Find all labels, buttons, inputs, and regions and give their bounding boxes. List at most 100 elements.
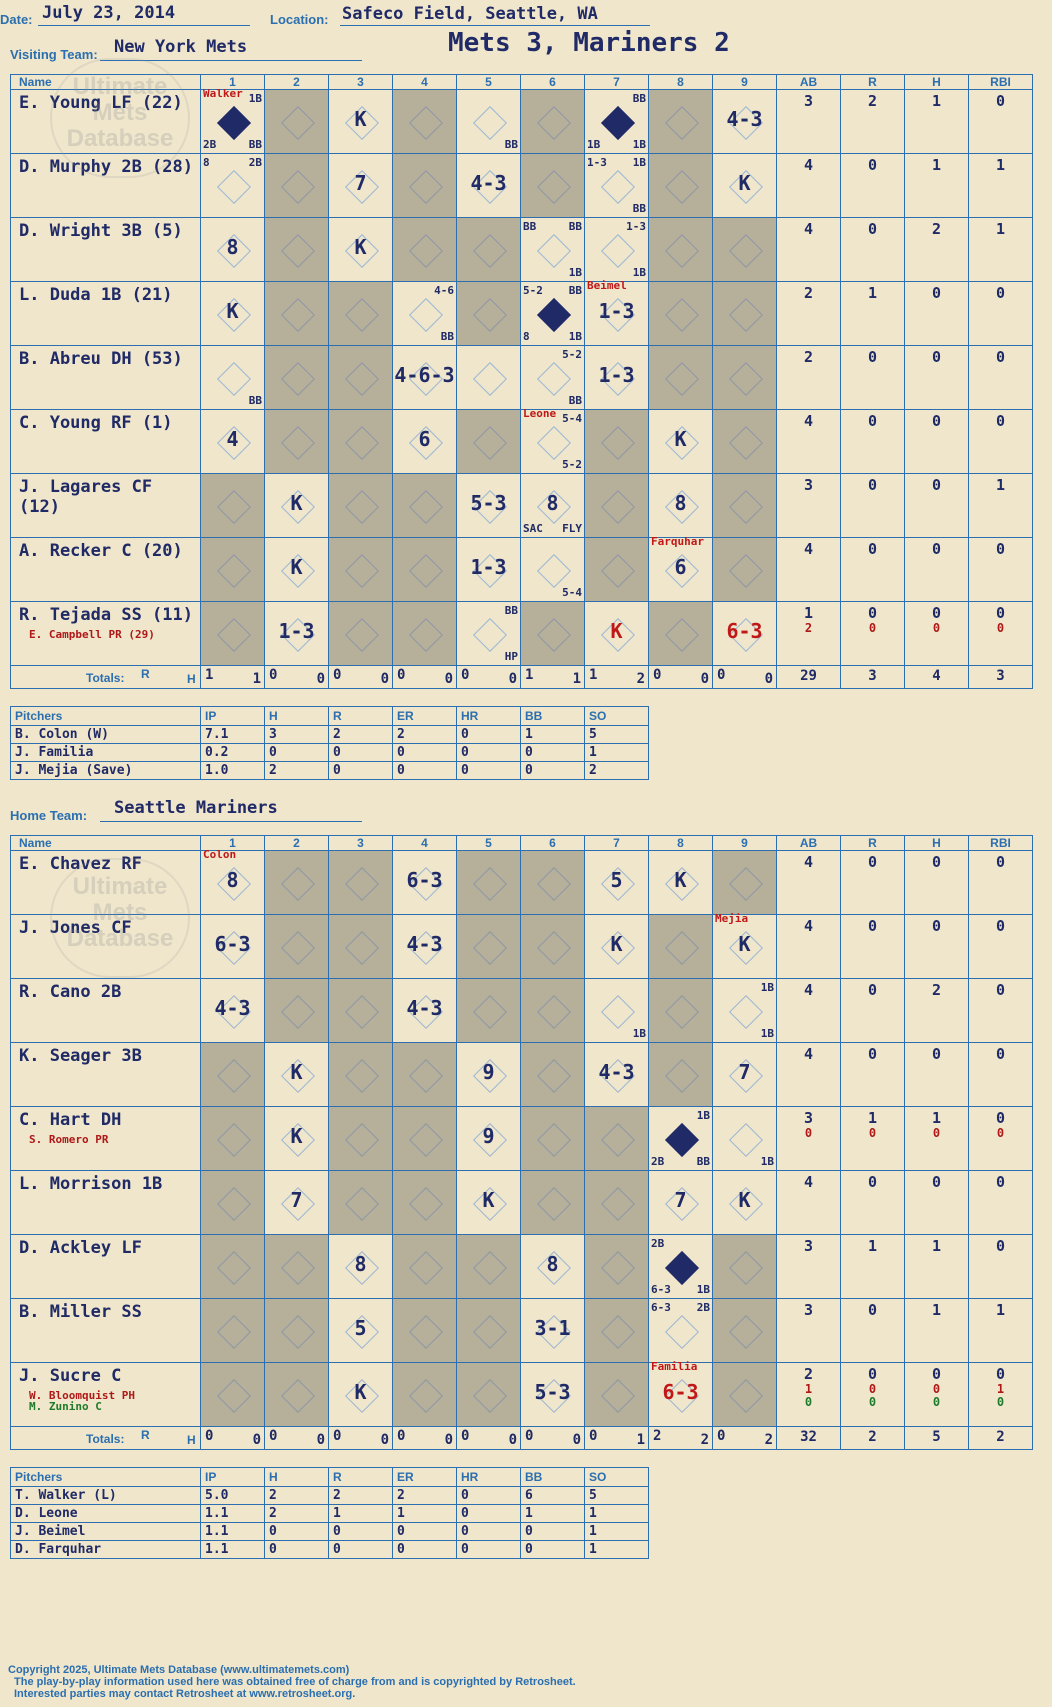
at-bat-cell: K [712,153,777,218]
stat-rbi-sub2: 0 [996,1395,1005,1409]
basepath-diamond [472,1378,507,1413]
inning-runs: 1 [205,667,214,683]
pitcher-name: J. Beimel [10,1522,201,1541]
stat-rbi: 0 [995,1173,1006,1191]
basepath-diamond [536,297,571,332]
stat-h: 0 [931,1173,942,1191]
stat-h-cell: 0 [904,850,969,915]
stat-r-cell: 0 [840,217,905,282]
basepath-diamond [216,1250,251,1285]
stat-r: 1 [867,1109,878,1127]
at-bat-cell [712,345,777,410]
stat-ab-cell: 2 [776,281,841,346]
stat-ab-cell: 3 [776,1298,841,1363]
pitcher-stat: 2 [392,725,457,744]
play-notation: BB [504,604,518,617]
inning-hits: 0 [444,671,453,687]
pitcher-stat: 0 [328,1540,393,1559]
play-result: 7 [354,171,367,195]
at-bat-cell: 4-6 BB [392,281,457,346]
stat-rbi: 0 [995,92,1006,110]
basepath-diamond [344,930,379,965]
pitcher-stat: 0 [328,761,393,780]
stat-r: 0 [867,476,878,494]
at-bat-cell [264,978,329,1043]
inning-hits: 0 [316,671,325,687]
column-header: 2 [264,835,329,851]
substitute-name-2: M. Zunino C [29,1400,102,1413]
inning-hits: 2 [636,671,645,687]
column-header: 6 [520,835,585,851]
stat-rbi-cell: 0 [968,1234,1033,1299]
play-result: 4-6-3 [394,363,455,387]
stat-h-cell: 1 [904,89,969,154]
at-bat-cell: 8 [200,217,265,282]
play-notation: 1B [632,266,646,279]
stat-r: 0 [867,981,878,999]
player-name-cell: K. Seager 3B [10,1042,201,1107]
at-bat-cell [328,473,393,538]
inning-hits: 0 [508,1432,517,1448]
inning-hits: 2 [700,1432,709,1448]
at-bat-cell [200,473,265,538]
at-bat-cell [456,1298,521,1363]
at-bat-cell [456,217,521,282]
pitcher-change: Walker [203,87,243,100]
basepath-diamond [408,1314,443,1349]
stat-rbi: 0 [995,284,1006,302]
basepath-diamond [728,489,763,524]
inning-runs: 0 [333,667,342,683]
player-row: A. Recker C (20) K 1-3 5-4 6 Farquhar 4 0 0 0 [10,535,1033,602]
play-notation: 1B [632,1027,646,1040]
stat-r-cell: 0 [840,1170,905,1235]
hits-label: H [187,672,196,686]
total-rbi-cell: 3 [968,665,1033,689]
player-name: B. Abreu DH (53) [19,349,183,369]
stat-ab-cell: 3 [776,89,841,154]
stat-r: 0 [867,540,878,558]
basepath-diamond [472,930,507,965]
at-bat-cell [264,1234,329,1299]
stat-rbi-sub: 0 [996,621,1005,635]
play-notation: 6-3 [651,1301,671,1314]
basepath-diamond [280,169,315,204]
pitcher-stat: 0 [456,1486,521,1505]
stat-h: 1 [931,1109,942,1127]
pitcher-stat: 0 [456,725,521,744]
pitcher-stat: 0 [456,743,521,762]
stat-h: 2 [931,981,942,999]
player-row: L. Duda 1B (21) K 4-6 BB 5-2 BB 8 1B 1-3 Beimel 2 1… [10,279,1033,346]
at-bat-cell [392,1362,457,1427]
visitor-lineup-table: Name 1 2 3 4 5 6 7 8 9 AB R H RBI E. Young LF (22) Walk… [10,74,1033,689]
play-result: 6-3 [662,1380,699,1404]
substitute-name: S. Romero PR [29,1133,109,1146]
visitor-pitchers-table: Pitchers IP H R ER HR BB SO B. Colon (W) 7.1 3 2 2 0 1… [10,706,649,780]
player-name-cell: B. Abreu DH (53) [10,345,201,410]
player-row: D. Ackley LF 8 8 2B 6-3 1B 3 1 1 0 [10,1234,1033,1299]
stat-ab-cell: 4 [776,409,841,474]
player-name: L. Morrison 1B [19,1174,163,1194]
basepath-diamond [728,425,763,460]
at-bat-cell: K [712,1170,777,1235]
stat-rbi: 0 [995,1109,1006,1127]
player-row: B. Abreu DH (53) BB 4-6-3 5-2 BB 1-3 2 0 0 0 [10,345,1033,410]
at-bat-cell [712,1298,777,1363]
stat-r-cell: 0 [840,1298,905,1363]
stat-rbi-cell: 0 [968,89,1033,154]
stat-h-sub: 0 [932,1126,941,1140]
basepath-diamond [408,617,443,652]
stat-rbi: 0 [995,348,1006,366]
totals-row: Totals: R H 0 0 0 0 0 0 0 0 0 0 0 0 0 1 2 2 0 2 32 2 5 2 [10,1426,1033,1450]
stat-h-sub: 0 [932,621,941,635]
at-bat-cell [392,1170,457,1235]
at-bat-cell: K [264,537,329,602]
pitcher-column-header: HR [456,706,521,726]
at-bat-cell: BB 1B 1B [584,89,649,154]
stat-h-cell: 2 [904,978,969,1043]
stat-ab: 4 [803,412,814,430]
basepath-diamond [472,233,507,268]
